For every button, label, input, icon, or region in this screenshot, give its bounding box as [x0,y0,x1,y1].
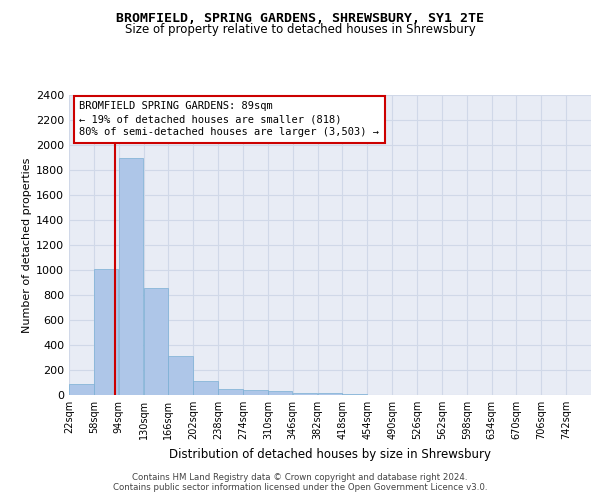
Text: BROMFIELD SPRING GARDENS: 89sqm
← 19% of detached houses are smaller (818)
80% o: BROMFIELD SPRING GARDENS: 89sqm ← 19% of… [79,101,379,138]
Bar [243,390,268,395]
Bar [143,288,168,395]
X-axis label: Distribution of detached houses by size in Shrewsbury: Distribution of detached houses by size … [169,448,491,460]
Text: BROMFIELD, SPRING GARDENS, SHREWSBURY, SY1 2TE: BROMFIELD, SPRING GARDENS, SHREWSBURY, S… [116,12,484,26]
Bar [119,158,143,395]
Bar [69,384,94,395]
Text: Size of property relative to detached houses in Shrewsbury: Size of property relative to detached ho… [125,24,475,36]
Bar [268,391,292,395]
Y-axis label: Number of detached properties: Number of detached properties [22,158,32,332]
Bar [317,393,342,395]
Bar [343,394,367,395]
Bar [293,392,317,395]
Bar [169,356,193,395]
Bar [218,389,242,395]
Text: Contains HM Land Registry data © Crown copyright and database right 2024.: Contains HM Land Registry data © Crown c… [132,472,468,482]
Bar [193,380,218,395]
Bar [94,269,118,395]
Text: Contains public sector information licensed under the Open Government Licence v3: Contains public sector information licen… [113,484,487,492]
